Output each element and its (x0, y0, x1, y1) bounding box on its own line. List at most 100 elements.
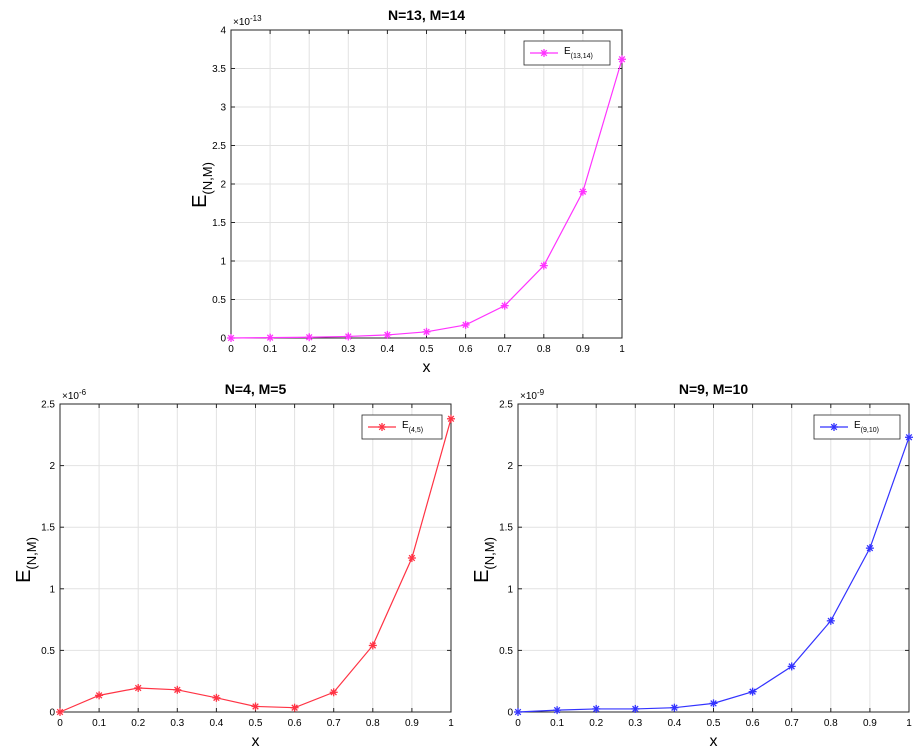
x-tick-label: 0.8 (824, 718, 838, 729)
x-tick-label: 0.3 (341, 344, 355, 355)
y-tick-label: 1 (49, 584, 55, 595)
data-point (305, 333, 314, 342)
legend-label: E(4,5) (402, 420, 423, 434)
legend: E(4,5) (361, 414, 443, 440)
data-point (670, 703, 679, 712)
multiplier-exponent: -9 (537, 388, 545, 397)
y-axis-label-sub: (N,M) (482, 537, 497, 570)
x-tick-label: 0.7 (785, 718, 799, 729)
y-tick-label: 0 (49, 708, 55, 719)
x-tick-label: 0.2 (131, 718, 145, 729)
x-axis-label: x (710, 733, 718, 750)
legend-marker (830, 423, 838, 431)
y-axis-label-sub: (N,M) (200, 162, 215, 195)
x-tick-label: 1 (619, 344, 625, 355)
x-axis-label: x (252, 733, 260, 750)
y-axis-label: E(N,M) (471, 537, 497, 583)
data-point (539, 261, 548, 270)
data-point (251, 702, 260, 711)
y-tick-label: 2.5 (499, 400, 513, 411)
multiplier-base: ×10 (233, 17, 250, 28)
multiplier-base: ×10 (62, 391, 79, 402)
data-point (329, 688, 338, 697)
data-point (407, 554, 416, 562)
x-tick-label: 0.4 (209, 718, 223, 729)
data-point (134, 683, 143, 692)
x-tick-label: 1 (448, 718, 454, 729)
x-tick-label: 0.6 (288, 718, 302, 729)
x-tick-label: 0.5 (420, 344, 434, 355)
x-tick-label: 0.3 (628, 718, 642, 729)
x-tick-label: 0.1 (550, 718, 564, 729)
legend-label-sub: (9,10) (861, 427, 879, 434)
data-point (826, 616, 835, 625)
data-point (173, 685, 182, 694)
data-point (709, 699, 718, 708)
x-tick-label: 0.7 (498, 344, 512, 355)
y-axis-multiplier: ×10-9 (520, 388, 545, 402)
x-tick-label: 0.2 (589, 718, 603, 729)
chart-panel-3: 0 0.1 0.2 0.3 0.4 0.5 0.6 0.7 0.8 0.9 1 0 0.5 1 1.5 2 2.… (471, 381, 913, 750)
data-point (618, 55, 626, 64)
y-tick-label: 1.5 (212, 218, 226, 229)
legend-label-sub: (4,5) (409, 427, 423, 434)
legend-marker (540, 49, 548, 57)
y-tick-label: 1 (220, 257, 226, 268)
y-tick-label: 1 (507, 584, 513, 595)
multiplier-exponent: -6 (79, 388, 87, 397)
data-point (905, 433, 913, 442)
x-tick-label: 0.2 (302, 344, 316, 355)
x-tick-label: 0.6 (459, 344, 473, 355)
multiplier-base: ×10 (520, 391, 537, 402)
x-tick-label: 0.5 (249, 718, 263, 729)
x-tick-label: 0 (57, 718, 63, 729)
data-point (500, 301, 509, 310)
x-axis-label: x (423, 359, 431, 376)
data-point (344, 332, 353, 341)
data-point (592, 704, 601, 713)
x-tick-label: 0 (228, 344, 234, 355)
y-tick-label: 2 (220, 180, 226, 191)
y-axis-label-main: E (13, 570, 35, 583)
legend-label-main: E (402, 420, 409, 431)
y-axis-label: E(N,M) (189, 162, 215, 208)
y-axis-label-main: E (471, 570, 493, 583)
chart-title: N=9, M=10 (679, 381, 748, 397)
y-axis-label-main: E (189, 195, 211, 208)
legend-label: E(13,14) (564, 46, 593, 60)
legend-label-main: E (564, 46, 571, 57)
y-tick-label: 0 (507, 708, 513, 719)
data-point (227, 334, 235, 342)
multiplier-exponent: -13 (250, 14, 262, 23)
chart-panel-2: 0 0.1 0.2 0.3 0.4 0.5 0.6 0.7 0.8 0.9 1 0 0.5 1 1.5 2 2.… (13, 381, 455, 750)
x-tick-label: 0.9 (863, 718, 877, 729)
y-tick-label: 2 (507, 461, 513, 472)
data-point (461, 320, 470, 329)
x-tick-label: 0.3 (170, 718, 184, 729)
y-axis-multiplier: ×10-13 (233, 14, 262, 28)
legend-label-sub: (13,14) (571, 53, 593, 60)
data-point (212, 693, 221, 702)
data-point (865, 544, 874, 553)
x-tick-label: 0.7 (327, 718, 341, 729)
y-tick-label: 2.5 (212, 141, 226, 152)
y-tick-label: 4 (220, 26, 226, 37)
data-point (266, 333, 275, 342)
y-axis-multiplier: ×10-6 (62, 388, 87, 402)
data-point (95, 691, 104, 700)
data-point (631, 704, 640, 713)
legend: E(13,14) (523, 40, 611, 66)
data-point (290, 703, 299, 712)
y-tick-label: 3.5 (212, 64, 226, 75)
x-tick-label: 0.9 (576, 344, 590, 355)
x-tick-label: 0.6 (746, 718, 760, 729)
y-tick-label: 2 (49, 461, 55, 472)
chart-title: N=13, M=14 (388, 7, 465, 23)
legend: E(9,10) (813, 414, 901, 440)
data-point (447, 414, 455, 423)
x-tick-label: 0.4 (380, 344, 394, 355)
y-tick-label: 3 (220, 103, 226, 114)
data-point (422, 327, 431, 336)
y-axis-label-sub: (N,M) (24, 537, 39, 570)
